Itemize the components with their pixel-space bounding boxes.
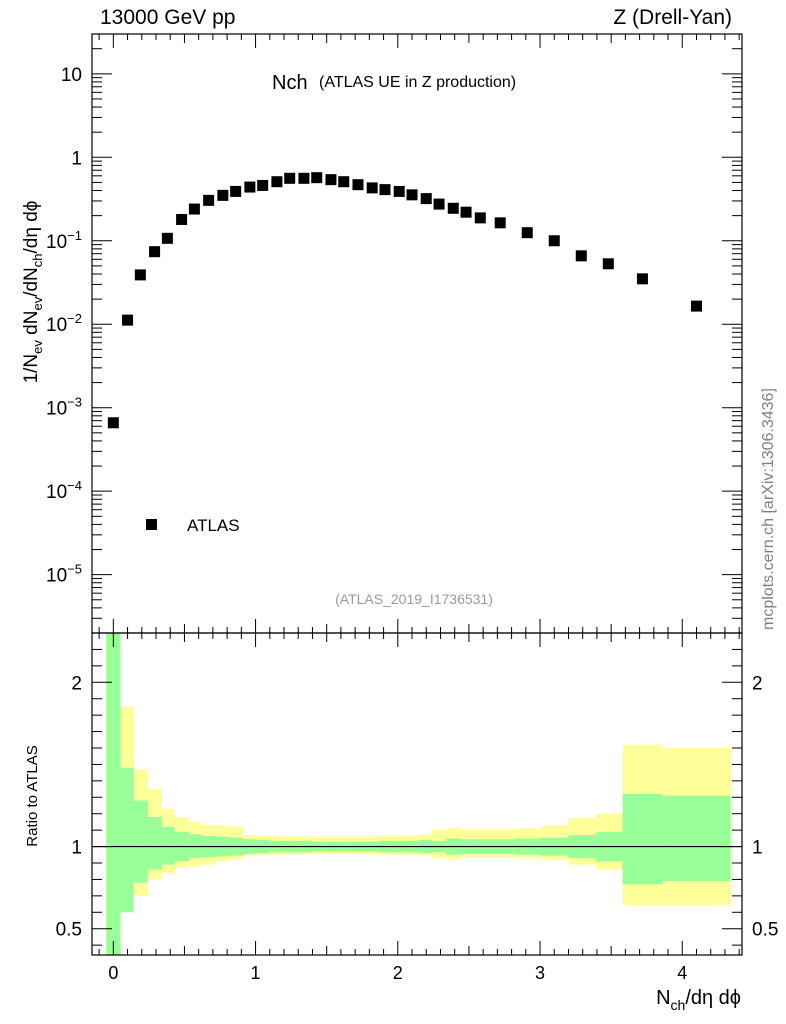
ratio-inner-band-bin-4 — [161, 826, 175, 865]
main-y-tick-label: 10−2 — [46, 311, 82, 336]
x-tick-label-3: 3 — [535, 963, 545, 983]
data-point-26 — [460, 206, 472, 218]
data-point-0 — [107, 417, 119, 429]
analysis-watermark: (ATLAS_2019_I1736531) — [335, 591, 493, 607]
data-point-20 — [379, 184, 391, 196]
data-point-2 — [134, 269, 146, 281]
data-point-27 — [474, 212, 486, 224]
ratio-y-tick-label-right: 1 — [752, 838, 763, 859]
plot-frames — [91, 33, 743, 956]
main-data-points — [107, 172, 702, 429]
data-point-30 — [548, 235, 560, 247]
ratio-inner-band-bin-33 — [622, 794, 663, 885]
x-axis-label: Nch/dη dϕ — [656, 987, 741, 1013]
ratio-y-tick-label-right: 2 — [752, 673, 763, 694]
legend-marker — [146, 519, 157, 530]
data-point-4 — [161, 232, 173, 244]
data-point-11 — [257, 179, 269, 191]
main-y-tick-label: 10−1 — [46, 228, 82, 253]
data-point-34 — [690, 300, 702, 312]
ratio-bands — [106, 633, 731, 955]
data-point-17 — [338, 176, 350, 188]
ratio-inner-band-bin-2 — [133, 800, 148, 883]
ratio-y-tick-label-left: 0.5 — [56, 920, 82, 941]
ratio-plot-frame — [91, 632, 743, 956]
data-point-1 — [122, 314, 134, 326]
data-point-21 — [393, 185, 405, 197]
main-subtitle: (ATLAS UE in Z production) — [319, 74, 516, 91]
ratio-inner-band-bin-1 — [120, 767, 134, 913]
data-point-6 — [188, 203, 200, 215]
data-point-9 — [230, 185, 242, 197]
ratio-inner-band-bin-3 — [147, 817, 162, 870]
header-energy-label: 13000 GeV pp — [100, 6, 236, 29]
main-y-tick-label: 10−5 — [46, 562, 82, 587]
data-point-25 — [447, 202, 459, 214]
main-plot-frame — [91, 33, 743, 634]
x-tick-label-4: 4 — [677, 963, 687, 983]
main-y-tick-label: 10−3 — [46, 395, 82, 420]
ratio-inner-band-bin-34 — [662, 795, 731, 882]
x-tick-label-0: 0 — [108, 963, 118, 983]
data-point-8 — [217, 189, 229, 201]
x-tick-label-2: 2 — [393, 963, 403, 983]
data-point-29 — [521, 227, 533, 239]
legend-label: ATLAS — [187, 516, 240, 535]
data-point-23 — [420, 193, 432, 205]
data-point-19 — [366, 182, 378, 194]
ratio-y-tick-label-right: 0.5 — [752, 920, 778, 941]
data-point-31 — [575, 250, 587, 262]
svg-text:1/Nev dNev/dNch/dη dϕ: 1/Nev dNev/dNch/dη dϕ — [21, 201, 45, 384]
ratio-y-axis-label: Ratio to ATLAS — [24, 745, 41, 846]
data-point-22 — [406, 189, 418, 201]
data-point-12 — [271, 176, 283, 188]
data-point-16 — [325, 174, 337, 186]
data-point-13 — [284, 172, 296, 184]
data-point-3 — [149, 246, 161, 258]
data-point-33 — [636, 273, 648, 285]
ratio-inner-band-bin-0 — [106, 633, 121, 955]
data-point-28 — [494, 217, 506, 229]
data-point-10 — [244, 181, 256, 193]
data-point-14 — [298, 172, 310, 184]
main-y-tick-label: 10 — [61, 65, 82, 86]
main-y-tick-label: 1 — [71, 148, 82, 169]
data-point-5 — [176, 213, 188, 225]
main-y-tick-label: 10−4 — [46, 478, 82, 503]
main-y-axis-label: 1/Nev dNev/dNch/dη dϕ — [21, 201, 45, 384]
header-process-label: Z (Drell-Yan) — [613, 6, 732, 29]
ratio-y-tick-label-left: 2 — [71, 673, 82, 694]
data-point-24 — [433, 198, 445, 210]
x-tick-label-1: 1 — [251, 963, 261, 983]
main-title: Nch — [272, 72, 308, 94]
data-point-32 — [602, 258, 614, 270]
data-point-18 — [352, 179, 364, 191]
data-point-15 — [311, 172, 323, 184]
data-point-7 — [203, 194, 215, 206]
ratio-y-tick-label-left: 1 — [71, 838, 82, 859]
